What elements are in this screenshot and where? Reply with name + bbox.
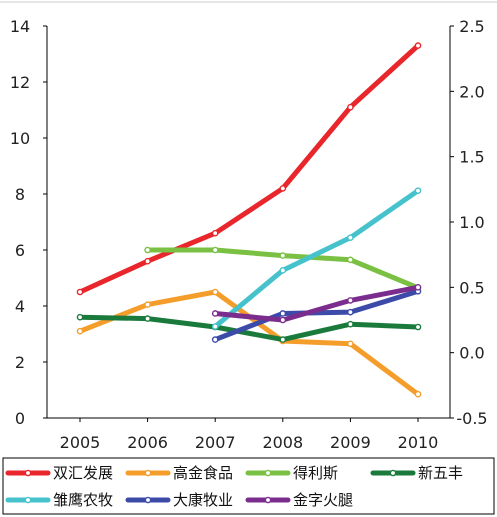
y-left-tick-label: 6	[15, 241, 25, 260]
data-point	[144, 315, 151, 322]
data-point	[414, 187, 422, 194]
data-point	[211, 323, 219, 330]
data-point	[279, 336, 287, 343]
y-right-tick-label: 2.5	[459, 17, 484, 36]
series-5	[211, 187, 422, 330]
legend-item: 新五丰	[370, 464, 463, 482]
data-point	[414, 323, 422, 331]
legend-label: 高金食品	[173, 464, 233, 482]
data-point	[211, 336, 219, 343]
series-line	[212, 188, 421, 330]
data-point	[211, 246, 219, 254]
y-left-tick-label: 0	[15, 409, 25, 428]
data-point	[211, 288, 219, 296]
series-line	[212, 288, 421, 343]
legend-marker	[144, 469, 152, 477]
y-right-tick-label: 2.0	[459, 82, 484, 101]
data-point	[279, 310, 287, 317]
y-left-tick-label: 14	[10, 17, 30, 36]
legend-marker	[24, 469, 32, 477]
y-left-tick-label: 12	[10, 73, 30, 92]
legend-label: 新五丰	[418, 464, 463, 482]
series-layer	[76, 42, 422, 398]
legend-marker	[24, 496, 32, 504]
legend-marker	[264, 496, 272, 504]
data-point	[347, 308, 354, 316]
data-point	[279, 185, 287, 192]
data-point	[76, 288, 84, 296]
data-point	[279, 252, 287, 259]
legend-label: 大康牧业	[173, 491, 233, 509]
y-right-tick-label: 0.0	[459, 344, 484, 363]
legend-marker	[144, 496, 152, 504]
legend-label: 得利斯	[293, 464, 338, 482]
data-point	[211, 310, 219, 317]
x-tick-label: 2005	[60, 433, 101, 452]
data-point	[347, 103, 354, 111]
y-right-tick-label: 0.5	[459, 278, 484, 297]
legend-item: 高金食品	[125, 464, 233, 482]
x-tick-label: 2008	[262, 433, 303, 452]
y-right-tick-label: 1.5	[459, 148, 484, 167]
data-point	[347, 297, 354, 304]
series-line	[77, 314, 421, 343]
legend-item: 大康牧业	[125, 491, 233, 509]
axes: 0 2 4 6 8 10 12 14 -0.5 0.0 0.5 1.0 1.5 2.0 2.5 2005 200…	[0, 1, 497, 452]
data-point	[414, 390, 422, 398]
y-left-tick-label: 4	[15, 297, 25, 316]
x-tick-label: 2010	[398, 433, 439, 452]
y-right-tick-label: -0.5	[456, 409, 487, 428]
legend-box	[2, 457, 495, 515]
x-tick-label: 2007	[195, 433, 236, 452]
data-point	[347, 256, 354, 264]
y-left-tick-label: 8	[15, 185, 25, 204]
data-point	[347, 234, 354, 241]
legend-marker	[389, 469, 397, 477]
legend-item: 雏鹰农牧	[5, 491, 113, 509]
series-1	[76, 42, 422, 296]
legend-item: 金字火腿	[245, 491, 353, 509]
data-point	[414, 284, 422, 291]
y-left-tick-label: 10	[10, 129, 30, 148]
data-point	[279, 267, 287, 274]
legend-marker	[264, 469, 272, 477]
data-point	[414, 42, 422, 49]
legend-label: 雏鹰农牧	[53, 491, 113, 509]
y-right-tick-label: 1.0	[459, 213, 484, 232]
legend-label: 双汇发展	[53, 464, 113, 482]
series-line	[212, 284, 421, 323]
data-point	[144, 257, 151, 265]
x-tick-label: 2009	[330, 433, 371, 452]
x-tick-label: 2006	[127, 433, 168, 452]
data-point	[144, 301, 151, 308]
data-point	[76, 313, 84, 321]
data-point	[76, 327, 84, 335]
series-line	[77, 43, 421, 295]
data-point	[144, 246, 151, 254]
data-point	[211, 229, 219, 237]
series-7	[211, 284, 422, 324]
legend-label: 金字火腿	[293, 491, 353, 509]
y-left-tick-label: 2	[15, 353, 25, 372]
legend-item: 双汇发展	[5, 464, 113, 482]
data-point	[347, 340, 354, 348]
data-point	[347, 320, 354, 328]
legend-item: 得利斯	[245, 464, 338, 482]
data-point	[279, 316, 287, 324]
